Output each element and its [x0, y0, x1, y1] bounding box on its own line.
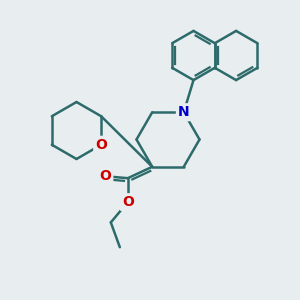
Text: O: O: [95, 138, 107, 152]
Text: N: N: [178, 105, 190, 119]
Text: O: O: [99, 169, 111, 183]
Text: O: O: [122, 195, 134, 209]
